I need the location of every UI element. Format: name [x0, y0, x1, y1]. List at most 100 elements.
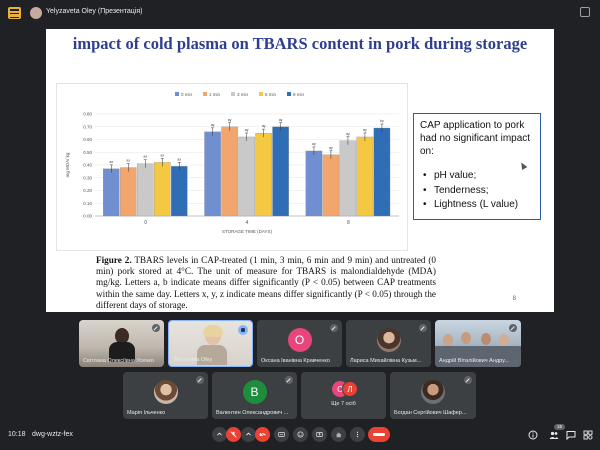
- more-options-button[interactable]: [350, 427, 365, 442]
- participant-tile[interactable]: Богдан Сергійович Шафер...: [390, 372, 476, 419]
- people-icon[interactable]: [549, 430, 559, 440]
- bottom-bar: 10:18 dwg-wztz-fex 16: [0, 422, 600, 450]
- y-tick-label: 0.50: [83, 150, 92, 155]
- mic-toggle-button[interactable]: [226, 427, 241, 442]
- mic-off-icon: [464, 376, 472, 384]
- avatar: [153, 380, 178, 404]
- participant-video: [79, 320, 164, 367]
- video-options-button[interactable]: [241, 427, 256, 442]
- bar: [238, 136, 255, 217]
- captions-button[interactable]: [274, 427, 289, 442]
- bar: [255, 132, 272, 217]
- legend-label: 9 min: [293, 92, 305, 97]
- more-participants-tile[interactable]: С Л Ще 7 осіб: [301, 372, 386, 419]
- legend-label: 1 min: [209, 92, 221, 97]
- y-tick-label: 0.60: [83, 137, 92, 142]
- chevron-up-icon: [217, 432, 222, 436]
- participant-tile-active[interactable]: Yelyzaveta Oley: [168, 320, 253, 367]
- meeting-code: dwg-wztz-fex: [32, 431, 73, 438]
- significance-label: ay: [228, 118, 232, 122]
- bar: [221, 126, 238, 217]
- info-item: Lightness (L value): [420, 198, 534, 213]
- bar: [339, 140, 357, 217]
- audio-options-button[interactable]: [212, 427, 227, 442]
- participant-tile[interactable]: Світлана Олексіївна Усенко: [79, 320, 164, 367]
- caption-label: Figure 2.: [96, 255, 132, 265]
- participant-name: Богдан Сергійович Шафер...: [394, 410, 467, 416]
- participant-video: [435, 320, 521, 367]
- info-icon[interactable]: [528, 430, 538, 440]
- participant-name: Валентин Олександрович ...: [216, 410, 289, 416]
- emoji-button[interactable]: [293, 427, 308, 442]
- more-vertical-icon: [356, 431, 359, 438]
- participant-tile[interactable]: Лариса Михайлівна Кузьм...: [346, 320, 431, 367]
- participant-tile[interactable]: О Оксана Іванівна Кравченко: [257, 320, 342, 367]
- x-tick-label: 8: [347, 220, 350, 226]
- legend-swatch: [203, 92, 207, 96]
- significance-label: ax: [126, 159, 130, 163]
- bar: [373, 127, 391, 217]
- y-tick-label: 0.80: [83, 112, 92, 117]
- legend-swatch: [259, 92, 263, 96]
- participant-name: Yelyzaveta Oley: [173, 357, 213, 363]
- significance-label: ay: [211, 123, 215, 127]
- participant-name: Оксана Іванівна Кравченко: [261, 358, 330, 364]
- bar: [137, 163, 154, 217]
- legend-swatch: [175, 92, 179, 96]
- present-button[interactable]: [312, 427, 327, 442]
- y-tick-label: 0.00: [83, 214, 92, 219]
- fullscreen-icon[interactable]: [580, 7, 590, 17]
- significance-label: ay: [279, 118, 283, 122]
- presenter-avatar: [30, 7, 42, 19]
- legend-swatch: [287, 92, 291, 96]
- slide-page-number: 8: [512, 296, 516, 302]
- chart-container: 0 min 1 min 3 min 6 min 9 min 0.00 0.10 0.20 0.3…: [56, 83, 408, 251]
- significance-label: ax: [109, 160, 113, 164]
- legend-label: 6 min: [265, 92, 277, 97]
- leave-call-button[interactable]: [368, 427, 390, 442]
- avatar: В: [242, 380, 267, 404]
- avatar: [421, 380, 445, 404]
- mic-off-icon: [196, 376, 204, 384]
- avatar: Л: [342, 381, 358, 397]
- participant-video: [169, 321, 252, 366]
- clock: 10:18: [8, 431, 26, 438]
- bar: [272, 126, 289, 217]
- mic-off-icon: [419, 324, 427, 332]
- participant-tile[interactable]: Андрій Віталійович Андру...: [435, 320, 521, 367]
- participant-count-badge: 16: [554, 424, 565, 430]
- bar: [154, 162, 171, 217]
- speaking-indicator-icon: [238, 325, 248, 335]
- presenter-label: Yelyzaveta Oley (Презентація): [46, 8, 143, 15]
- activities-icon[interactable]: [583, 430, 593, 440]
- raise-hand-button[interactable]: [331, 427, 346, 442]
- participant-tile[interactable]: Марія Ільченко: [123, 372, 208, 419]
- significance-label: ay: [363, 128, 367, 132]
- mic-off-icon: [230, 431, 237, 438]
- chat-icon[interactable]: [566, 430, 576, 440]
- presentation-slide: impact of cold plasma on TBARS content i…: [46, 29, 554, 312]
- legend-label: 3 min: [237, 92, 249, 97]
- legend-swatch: [231, 92, 235, 96]
- more-participants-label: Ще 7 осіб: [331, 401, 356, 407]
- bar: [103, 168, 120, 217]
- figure-caption: Figure 2. TBARS levels in CAP-treated (1…: [96, 255, 436, 311]
- legend-label: 0 min: [181, 92, 193, 97]
- bar: [356, 136, 374, 217]
- participant-name: Світлана Олексіївна Усенко: [83, 358, 154, 364]
- participant-tile[interactable]: В Валентин Олександрович ...: [212, 372, 297, 419]
- significance-label: ay: [312, 142, 316, 146]
- participant-name: Андрій Віталійович Андру...: [439, 358, 509, 364]
- x-tick-label: 4: [246, 220, 249, 226]
- info-item: Tenderness;: [420, 184, 534, 199]
- bar: [171, 166, 188, 217]
- significance-label: ay: [346, 132, 350, 136]
- y-tick-label: 0.70: [83, 124, 92, 129]
- bar: [204, 131, 221, 217]
- info-box: CAP application to pork had no significa…: [413, 113, 541, 220]
- x-axis-label: STORAGE TIME (DAYS): [222, 229, 273, 234]
- significance-label: ay: [329, 146, 333, 150]
- slide-title: impact of cold plasma on TBARS content i…: [72, 34, 528, 53]
- camera-toggle-button[interactable]: [255, 427, 270, 442]
- menu-icon[interactable]: [8, 7, 21, 19]
